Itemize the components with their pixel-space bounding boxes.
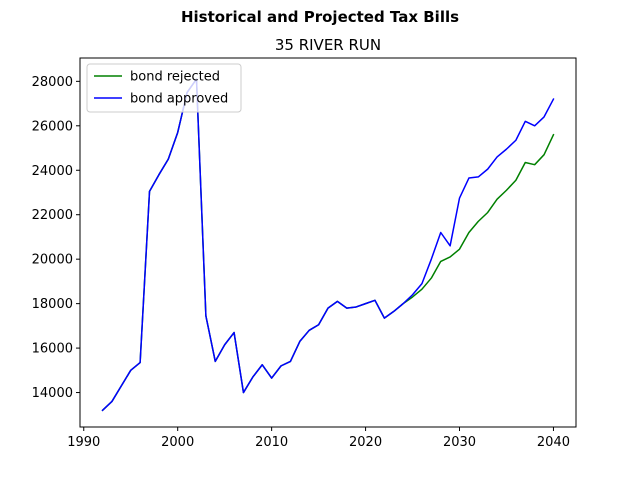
y-tick-label: 18000 — [32, 297, 73, 312]
x-tick-label: 2030 — [443, 435, 476, 450]
y-tick-label: 28000 — [32, 75, 73, 90]
y-tick-label: 24000 — [32, 164, 73, 179]
legend-label: bond approved — [130, 92, 228, 107]
legend-box — [86, 63, 242, 113]
series-line-bond-approved — [101, 78, 555, 412]
x-axis: 1990 2000 2010 2020 2030 2040 — [67, 427, 570, 450]
y-tick-label: 14000 — [32, 386, 73, 401]
y-tick-label: 20000 — [32, 253, 73, 268]
axes-frame — [79, 57, 577, 428]
chart-suptitle: Historical and Projected Tax Bills — [181, 8, 459, 26]
x-tick-label: 2010 — [255, 435, 288, 450]
y-tick-label: 22000 — [32, 208, 73, 223]
y-axis: 14000 16000 18000 20000 22000 24000 26000 28000 — [32, 75, 80, 401]
x-tick-label: 2000 — [161, 435, 194, 450]
plot-area — [101, 78, 555, 412]
x-tick-label: 2040 — [537, 435, 570, 450]
legend-label: bond rejected — [130, 70, 220, 85]
chart-title: 35 RIVER RUN — [275, 36, 381, 54]
legend: bond rejected bond approved — [86, 63, 242, 113]
x-tick-label: 1990 — [67, 435, 100, 450]
series-line-bond-rejected — [101, 78, 555, 412]
y-tick-label: 26000 — [32, 119, 73, 134]
x-tick-label: 2020 — [349, 435, 382, 450]
y-tick-label: 16000 — [32, 342, 73, 357]
